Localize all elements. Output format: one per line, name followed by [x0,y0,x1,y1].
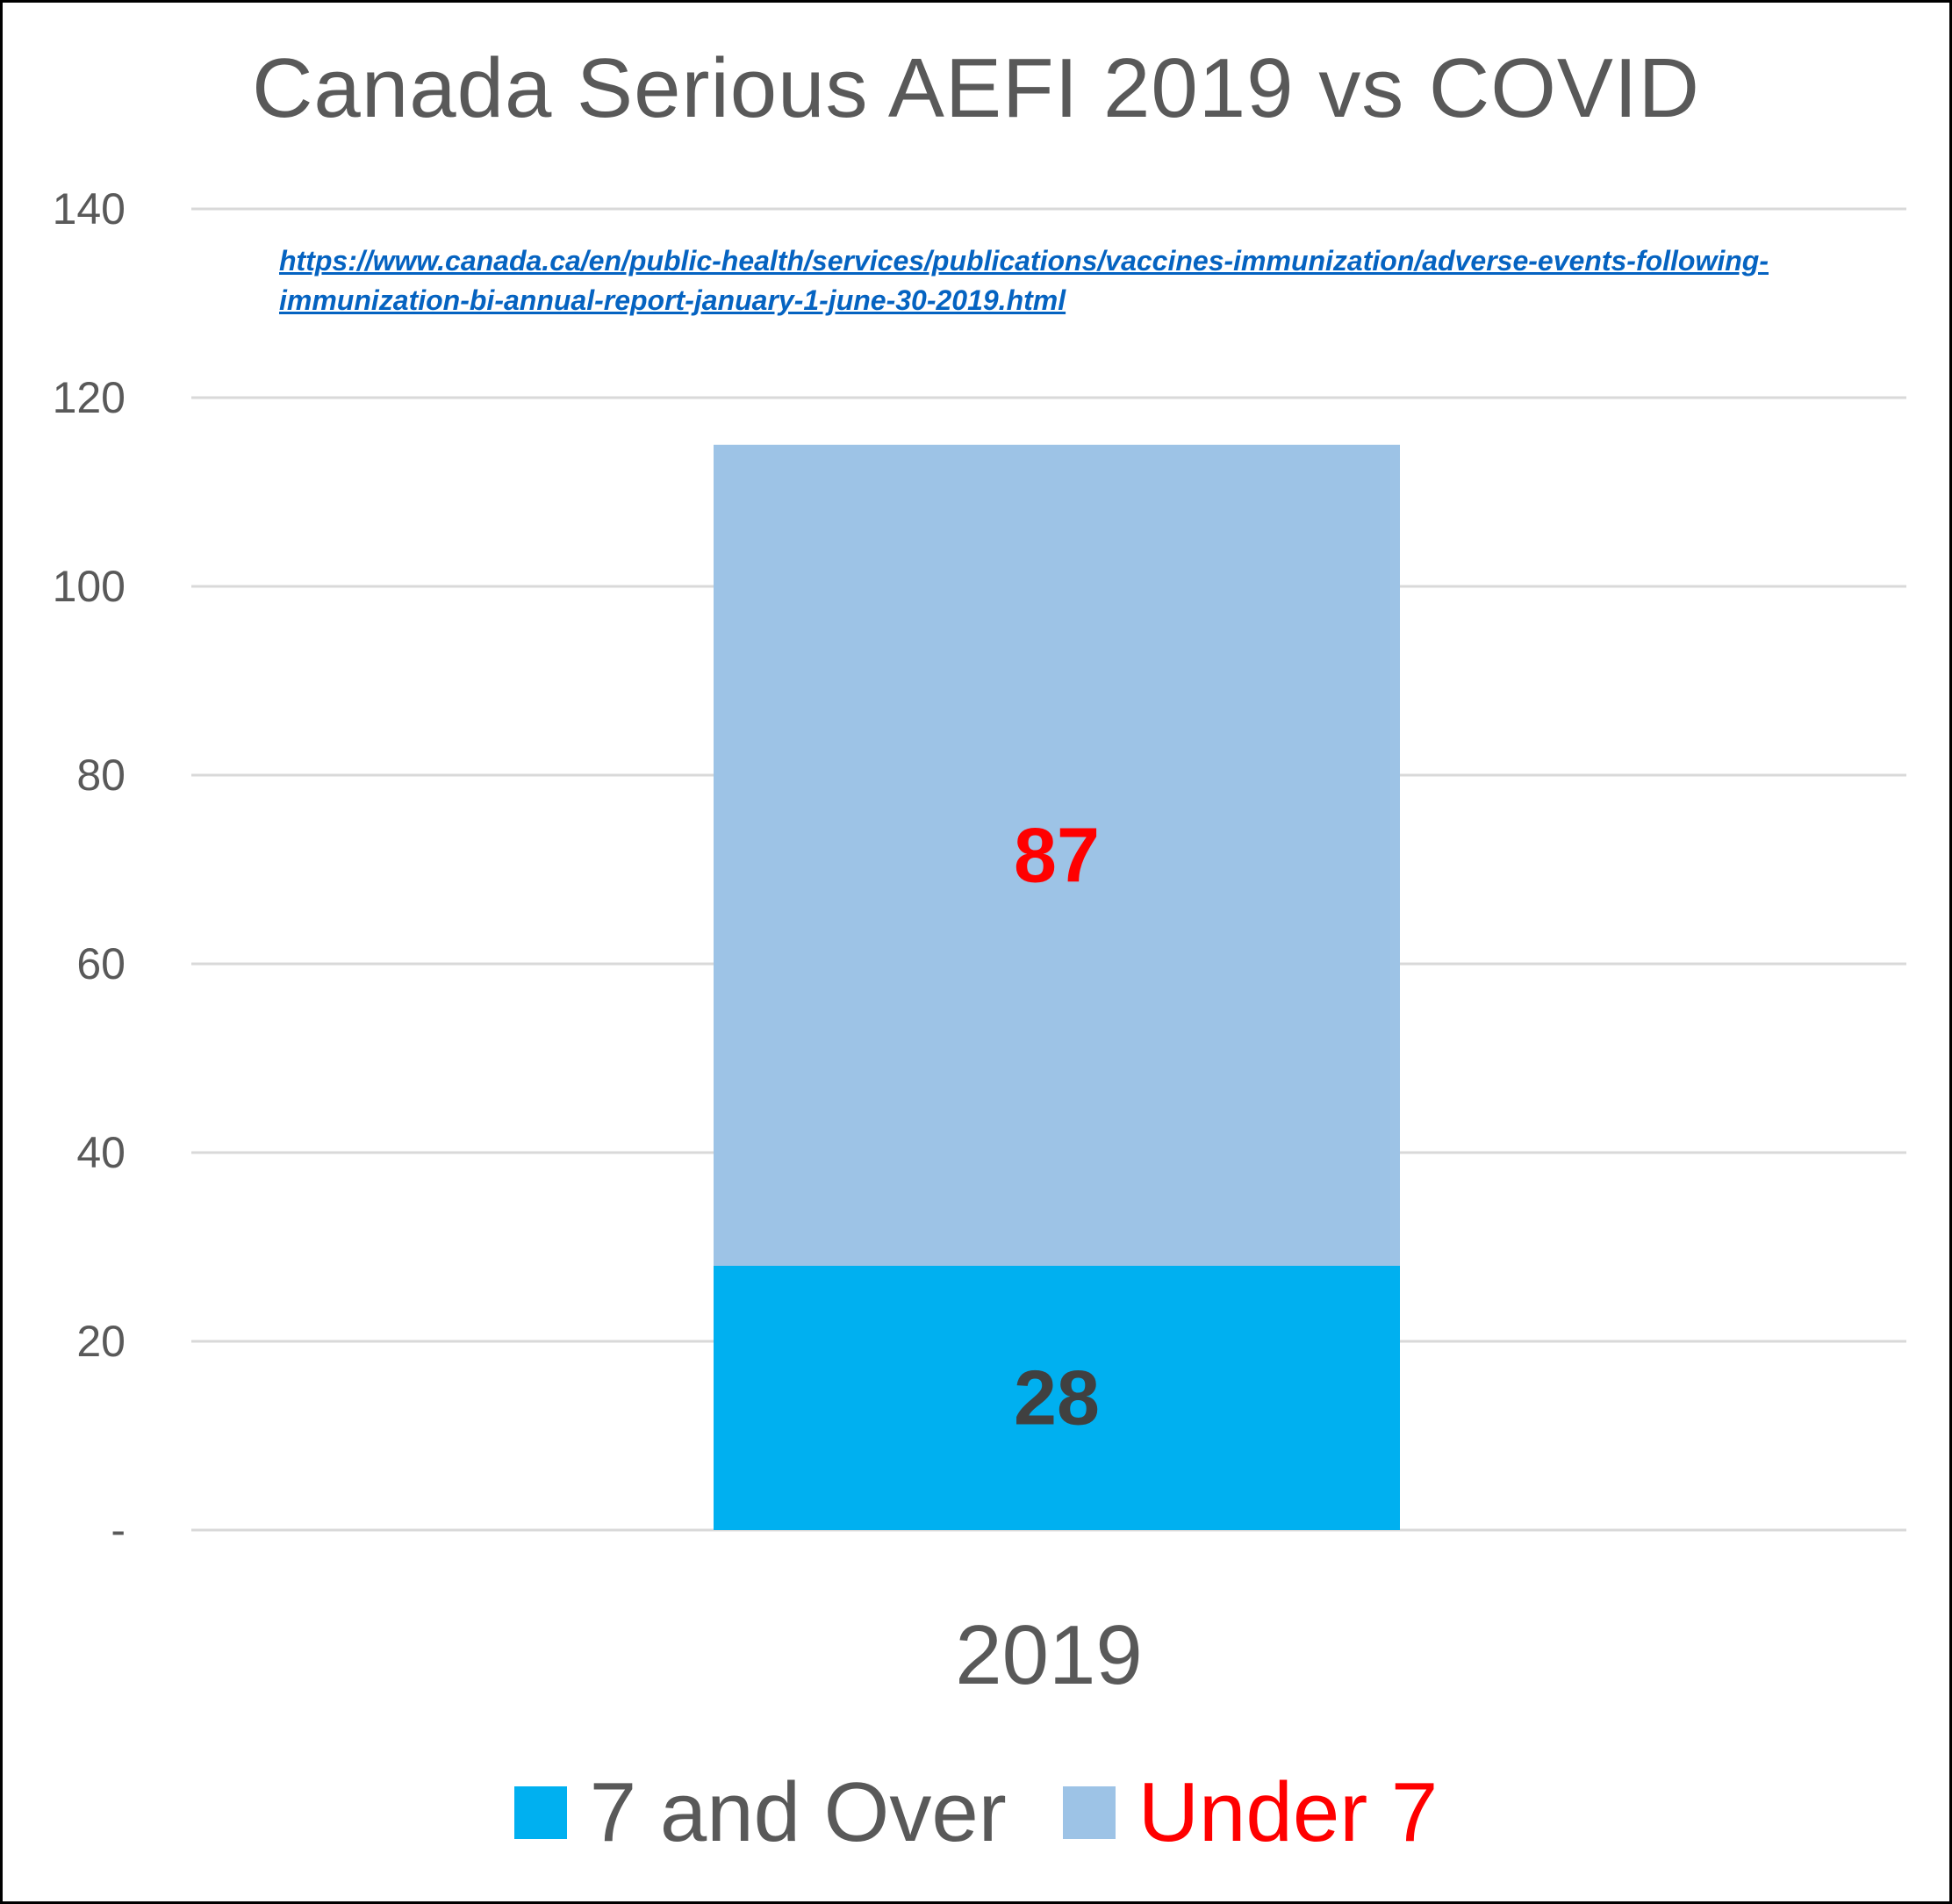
data-label: 87 [1014,811,1100,898]
chart-legend: 7 and Over Under 7 [0,1764,1952,1861]
y-tick-label: - [111,1505,126,1555]
y-tick-label: 120 [53,373,126,422]
legend-swatch [1062,1786,1116,1839]
bar-segment-under-7 [714,444,1400,1266]
legend-item: Under 7 [1062,1764,1439,1861]
bar-segment-7-and-over [714,1266,1400,1530]
data-label: 28 [1014,1354,1100,1441]
legend-label: 7 and Over [589,1765,1007,1859]
source-link[interactable]: https://www.canada.ca/en/public-health/s… [279,241,1859,320]
y-tick-label: 40 [76,1128,126,1177]
y-tick-label: 100 [53,562,126,611]
legend-item: 7 and Over [513,1764,1007,1861]
source-link-line-1[interactable]: https://www.canada.ca/en/public-health/s… [279,245,1769,277]
source-link-line-2[interactable]: immunization-bi-annual-report-january-1-… [279,284,1066,316]
y-tick-label: 60 [76,939,126,988]
y-tick-label: 140 [53,184,126,234]
legend-label: Under 7 [1137,1765,1439,1859]
y-tick-label: 80 [76,751,126,800]
x-tick-label: 2019 [955,1608,1143,1702]
chart-title: Canada Serious AEFI 2019 vs COVID [252,41,1700,135]
legend-swatch [513,1786,567,1839]
y-tick-label: 20 [76,1317,126,1366]
